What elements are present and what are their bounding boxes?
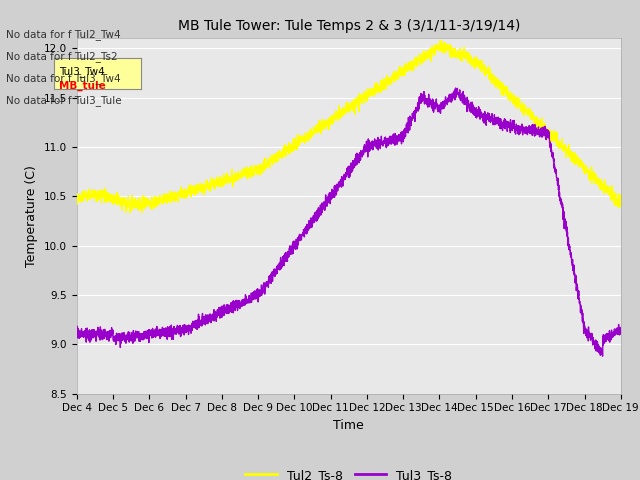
X-axis label: Time: Time [333,419,364,432]
Text: MB_tule: MB_tule [59,81,106,91]
Text: No data for f Tul3_Tw4: No data for f Tul3_Tw4 [6,73,121,84]
Text: No data for f Tul2_Ts2: No data for f Tul2_Ts2 [6,51,118,62]
Text: No data for f Tul3_Tule: No data for f Tul3_Tule [6,95,122,106]
Y-axis label: Temperature (C): Temperature (C) [25,165,38,267]
Text: Tul3_Tw4: Tul3_Tw4 [59,66,104,77]
Text: No data for f Tul2_Tw4: No data for f Tul2_Tw4 [6,29,121,40]
Legend: Tul2_Ts-8, Tul3_Ts-8: Tul2_Ts-8, Tul3_Ts-8 [240,464,458,480]
Title: MB Tule Tower: Tule Temps 2 & 3 (3/1/11-3/19/14): MB Tule Tower: Tule Temps 2 & 3 (3/1/11-… [178,19,520,33]
